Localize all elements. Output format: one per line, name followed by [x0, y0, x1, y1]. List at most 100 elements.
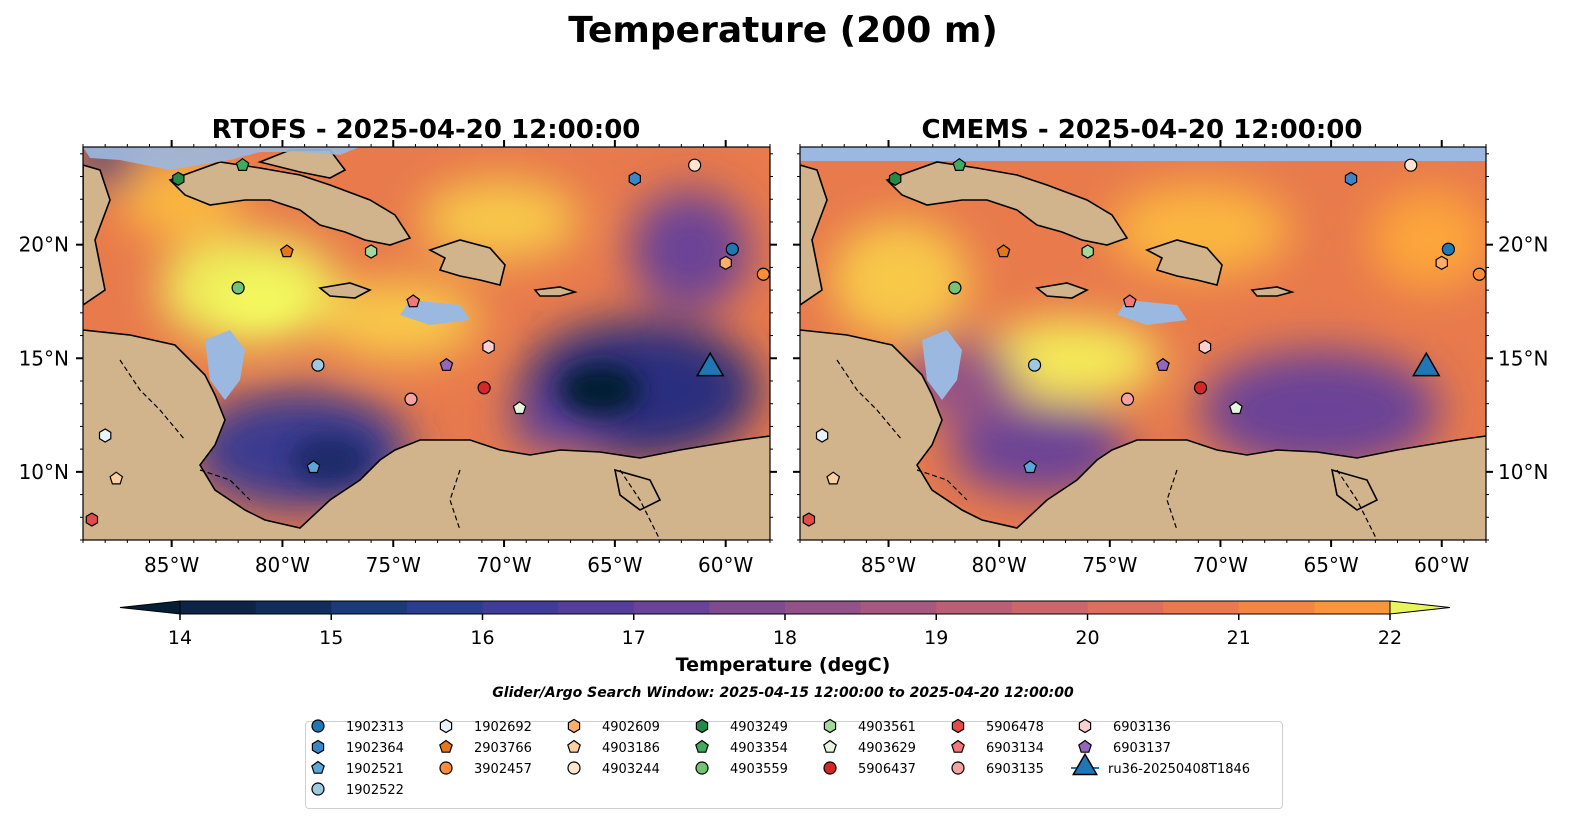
marker-6903134	[1122, 294, 1137, 308]
lat-tick-label: 15°N	[1498, 346, 1548, 370]
colorbar-segment	[1011, 601, 1088, 614]
marker-5906437	[1193, 381, 1208, 395]
marker-1902692	[815, 428, 829, 443]
colorbar-segment	[785, 601, 862, 614]
marker-4903244	[688, 158, 702, 172]
lon-tick-label: 60°W	[698, 553, 753, 577]
legend-label: 6903134	[986, 741, 1044, 756]
legend-marker-1902692	[439, 718, 453, 734]
marker-6903137	[1156, 357, 1170, 371]
legend-marker-6903135	[951, 761, 965, 775]
legend-label: 4903561	[858, 720, 916, 735]
marker-6903135	[1120, 392, 1135, 406]
legend-label: 4903186	[602, 741, 660, 756]
legend-label: 5906437	[858, 762, 916, 777]
legend-marker-4903354	[695, 739, 709, 753]
marker-4903244	[1404, 158, 1418, 172]
marker-1902522	[1027, 358, 1042, 372]
legend-label: 4903629	[858, 741, 916, 756]
legend-label: 3902457	[474, 762, 532, 777]
lon-tick-label: 70°W	[1193, 553, 1248, 577]
colorbar-segments	[119, 600, 1451, 615]
colorbar-segment	[1163, 601, 1240, 614]
colorbar-segment	[1238, 601, 1315, 614]
legend-marker-4902609	[567, 718, 581, 734]
colorbar-tick-label: 20	[1075, 627, 1099, 649]
marker-1902313	[1441, 242, 1455, 256]
colorbar-tick-label: 18	[773, 627, 797, 649]
legend-marker-ru36-20250408T1846	[1072, 752, 1098, 776]
marker-1902521	[1023, 460, 1038, 474]
marker-6903136	[482, 339, 495, 355]
colorbar-tick-label: 19	[924, 627, 948, 649]
colorbar-tick-label: 17	[622, 627, 646, 649]
panel-title-cmems: CMEMS - 2025-04-20 12:00:00	[922, 115, 1363, 145]
colorbar-segment	[255, 601, 332, 614]
legend: 1902313 1902364 1902521 1902522 1902692 29037…	[311, 718, 1250, 798]
lon-tick-label: 85°W	[144, 553, 199, 577]
lat-axis-rtofs: 10°N 15°N 20°N	[19, 153, 777, 541]
lon-axis-rtofs: 85°W 80°W 75°W 70°W 65°W 60°W	[82, 140, 771, 577]
marker-4903559	[231, 281, 245, 295]
legend-label: ru36-20250408T1846	[1108, 762, 1250, 777]
marker-6903137	[439, 357, 454, 371]
legend-label: 4902609	[602, 720, 660, 735]
marker-4903249	[172, 171, 185, 186]
legend-label: 4903559	[730, 762, 788, 777]
colorbar-segment	[1087, 601, 1164, 614]
marker-1902364	[628, 171, 642, 186]
legend-label: 1902313	[346, 720, 404, 735]
marker-4902609	[719, 255, 732, 270]
marker-1902364	[1344, 171, 1358, 186]
marker-1902521	[306, 460, 321, 474]
map-frame-rtofs	[82, 146, 771, 541]
search-window-text: Glider/Argo Search Window: 2025-04-15 12…	[492, 685, 1074, 701]
legend-label: 4903354	[730, 741, 788, 756]
colorbar-tick-label: 22	[1378, 627, 1402, 649]
marker-2903766	[279, 244, 294, 258]
map-frame-cmems	[799, 146, 1487, 541]
legend-marker-4903249	[695, 718, 709, 734]
lon-tick-label: 75°W	[366, 553, 421, 577]
lon-tick-label: 80°W	[255, 553, 310, 577]
legend-marker-4903186	[567, 739, 581, 753]
marker-4903559	[948, 281, 962, 295]
markers-rtofs	[85, 157, 770, 527]
lat-tick-label: 10°N	[1498, 460, 1548, 484]
lon-tick-label: 80°W	[972, 553, 1027, 577]
colorbar-ticks: 14 15 16 17 18 19 20 21 22	[168, 614, 1402, 649]
legend-marker-6903134	[951, 739, 965, 753]
lat-axis-cmems: 10°N 15°N 20°N	[793, 153, 1548, 541]
legend-label: 6903136	[1113, 720, 1171, 735]
legend-marker-1902364	[311, 739, 325, 755]
lon-tick-label: 70°W	[476, 553, 531, 577]
legend-label: 1902364	[346, 741, 404, 756]
lon-tick-label: 65°W	[587, 553, 642, 577]
legend-marker-6903137	[1078, 739, 1092, 753]
colorbar-segment	[709, 601, 786, 614]
marker-6903135	[404, 392, 418, 406]
marker-4903186	[109, 471, 124, 485]
legend-marker-1902313	[311, 719, 325, 733]
marker-3902457	[756, 267, 770, 281]
lon-axis-cmems: 85°W 80°W 75°W 70°W 65°W 60°W	[799, 140, 1487, 577]
legend-marker-4903629	[823, 739, 837, 753]
marker-4903561	[1081, 244, 1094, 259]
panel-title-rtofs: RTOFS - 2025-04-20 12:00:00	[212, 115, 641, 145]
colorbar-tick-label: 21	[1227, 627, 1251, 649]
colorbar-segment	[406, 601, 483, 614]
marker-5906478	[85, 512, 99, 527]
legend-label: 1902692	[474, 720, 532, 735]
lat-tick-label: 10°N	[19, 460, 69, 484]
lat-tick-label: 20°N	[19, 233, 69, 257]
colorbar-segment	[1314, 601, 1391, 614]
marker-ru36-20250408T1846	[1412, 351, 1441, 377]
colorbar-segment	[860, 601, 937, 614]
colorbar-segment	[482, 601, 559, 614]
legend-marker-3902457	[439, 761, 453, 775]
legend-marker-4903561	[823, 718, 837, 734]
legend-marker-1902521	[311, 760, 325, 774]
marker-4903249	[888, 171, 902, 186]
colorbar-under-arrow	[119, 600, 181, 615]
